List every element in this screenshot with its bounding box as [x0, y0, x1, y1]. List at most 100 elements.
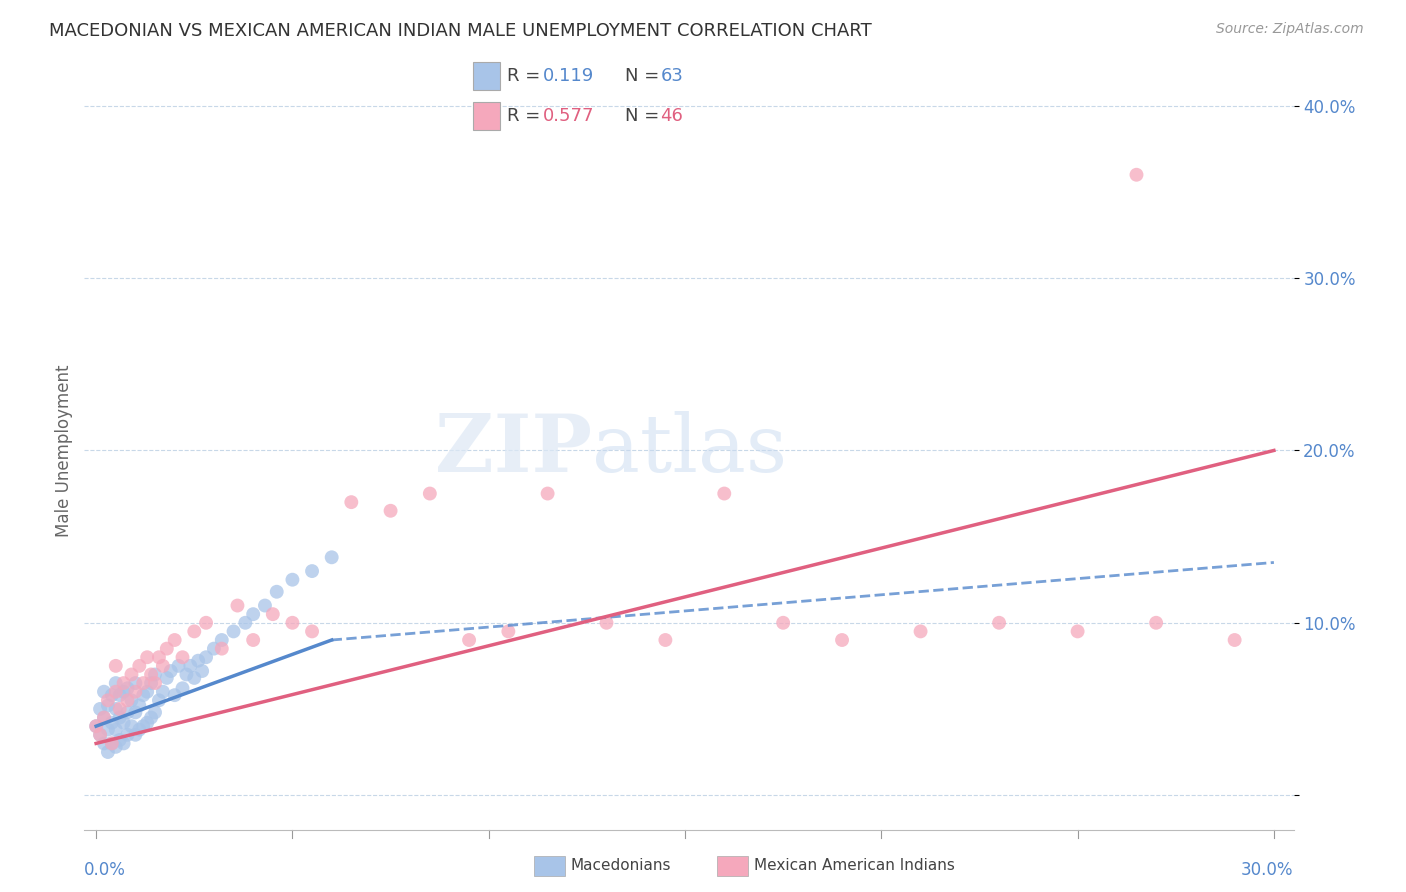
- Point: [222, 624, 245, 639]
- Point: [156, 671, 179, 685]
- Point: [242, 607, 264, 622]
- Point: [301, 624, 323, 639]
- Point: [97, 723, 120, 737]
- Point: [108, 702, 131, 716]
- Text: MACEDONIAN VS MEXICAN AMERICAN INDIAN MALE UNEMPLOYMENT CORRELATION CHART: MACEDONIAN VS MEXICAN AMERICAN INDIAN MA…: [49, 22, 872, 40]
- Point: [172, 681, 194, 696]
- Point: [831, 633, 853, 648]
- Point: [89, 728, 111, 742]
- Point: [112, 715, 135, 730]
- Point: [139, 676, 162, 690]
- Point: [458, 633, 481, 648]
- Point: [233, 615, 256, 630]
- Point: [163, 688, 186, 702]
- Point: [321, 550, 343, 565]
- Point: [183, 671, 205, 685]
- Point: [163, 633, 186, 648]
- Text: Macedonians: Macedonians: [571, 858, 671, 872]
- Point: [152, 684, 174, 698]
- Point: [124, 684, 146, 698]
- Point: [136, 715, 159, 730]
- Bar: [474, 62, 499, 89]
- Text: N =: N =: [624, 67, 659, 85]
- Point: [84, 719, 107, 733]
- Point: [104, 658, 127, 673]
- Point: [281, 615, 304, 630]
- Point: [772, 615, 794, 630]
- Point: [187, 654, 209, 668]
- Text: Source: ZipAtlas.com: Source: ZipAtlas.com: [1216, 22, 1364, 37]
- Point: [340, 495, 363, 509]
- Point: [167, 658, 190, 673]
- Point: [988, 615, 1011, 630]
- Point: [136, 650, 159, 665]
- Point: [143, 667, 166, 681]
- Text: Mexican American Indians: Mexican American Indians: [754, 858, 955, 872]
- Point: [93, 736, 115, 750]
- Point: [139, 710, 162, 724]
- Point: [104, 676, 127, 690]
- Point: [148, 693, 170, 707]
- Text: 46: 46: [661, 107, 683, 125]
- Text: R =: R =: [508, 107, 540, 125]
- Point: [104, 739, 127, 754]
- Point: [97, 693, 120, 707]
- Point: [1223, 633, 1246, 648]
- Point: [301, 564, 323, 578]
- Point: [176, 667, 198, 681]
- Point: [104, 684, 127, 698]
- Point: [97, 698, 120, 713]
- Point: [121, 719, 143, 733]
- Point: [595, 615, 617, 630]
- Point: [104, 723, 127, 737]
- Point: [93, 684, 115, 698]
- Point: [1066, 624, 1088, 639]
- Point: [112, 684, 135, 698]
- Point: [124, 706, 146, 720]
- Point: [132, 719, 155, 733]
- Point: [101, 715, 124, 730]
- Point: [101, 688, 124, 702]
- Point: [112, 736, 135, 750]
- Point: [242, 633, 264, 648]
- Point: [281, 573, 304, 587]
- Point: [84, 719, 107, 733]
- Point: [152, 658, 174, 673]
- Point: [910, 624, 932, 639]
- Point: [183, 624, 205, 639]
- Point: [211, 633, 233, 648]
- Point: [1125, 168, 1147, 182]
- Text: N =: N =: [624, 107, 659, 125]
- Point: [93, 710, 115, 724]
- Point: [156, 641, 179, 656]
- Point: [124, 676, 146, 690]
- Point: [89, 728, 111, 742]
- Point: [380, 504, 402, 518]
- Point: [148, 650, 170, 665]
- Point: [117, 693, 139, 707]
- Point: [419, 486, 441, 500]
- Point: [226, 599, 249, 613]
- Point: [1144, 615, 1167, 630]
- Point: [159, 664, 181, 678]
- Text: atlas: atlas: [592, 411, 787, 490]
- Point: [179, 658, 201, 673]
- Point: [117, 728, 139, 742]
- Point: [654, 633, 676, 648]
- Point: [262, 607, 284, 622]
- Text: 0.119: 0.119: [543, 67, 595, 85]
- Point: [121, 693, 143, 707]
- Text: 0.577: 0.577: [543, 107, 595, 125]
- Point: [136, 684, 159, 698]
- Point: [117, 706, 139, 720]
- Text: 30.0%: 30.0%: [1241, 861, 1294, 879]
- Point: [498, 624, 520, 639]
- Point: [713, 486, 735, 500]
- Point: [101, 736, 124, 750]
- Point: [253, 599, 276, 613]
- Point: [191, 664, 214, 678]
- Point: [132, 676, 155, 690]
- Point: [112, 676, 135, 690]
- Point: [108, 733, 131, 747]
- Point: [202, 641, 225, 656]
